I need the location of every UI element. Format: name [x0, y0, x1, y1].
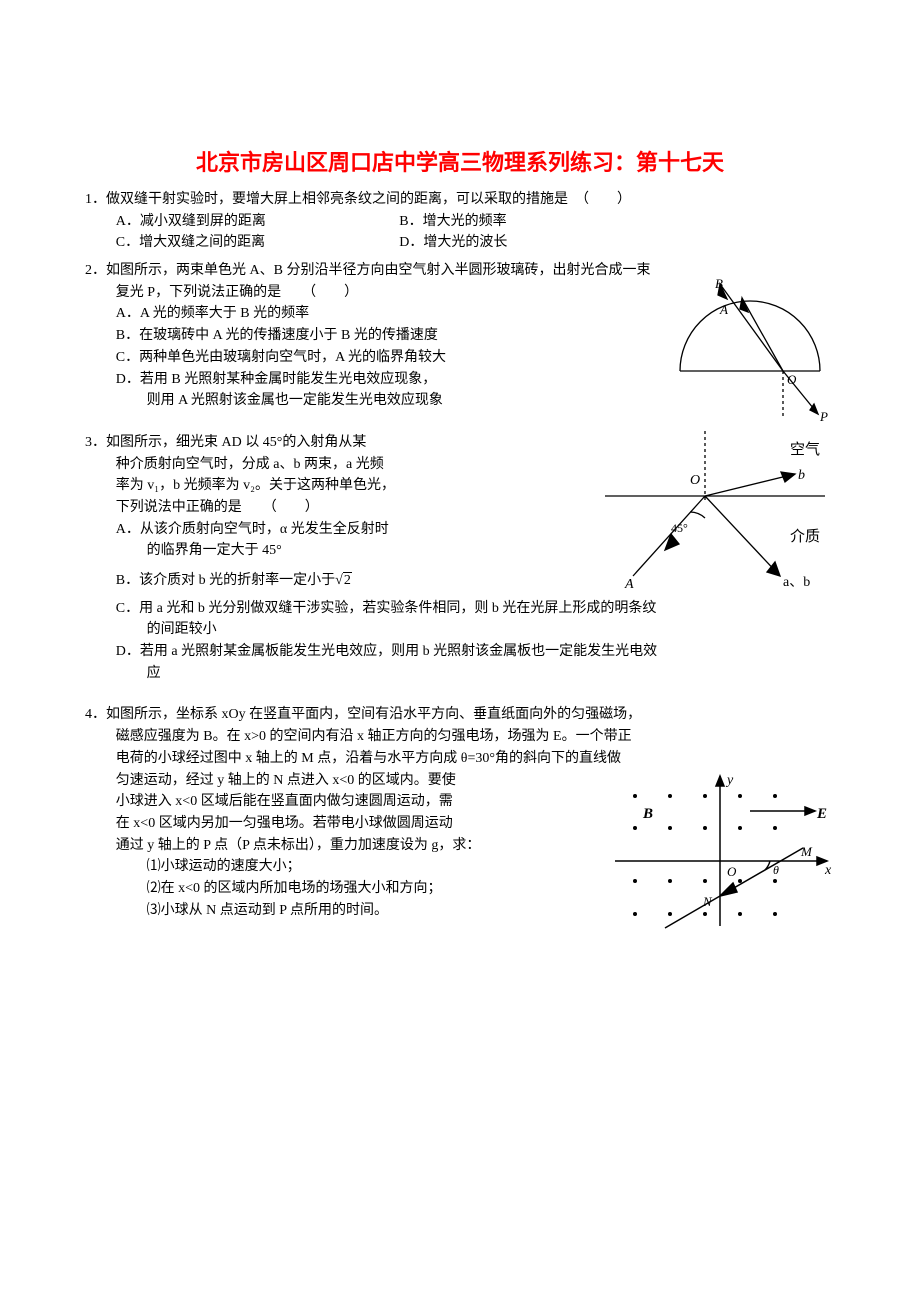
- q4-sub3-num: ⑶: [147, 903, 161, 918]
- q1-optA-text: 减小双缝到屏的距离: [140, 214, 266, 229]
- q3-optC-l1: 用 a 光和 b 光分别做双缝干涉实验，若实验条件相同，则 b 光在光屏上形成的…: [139, 601, 656, 616]
- q3-optB-sqrt: 2: [343, 572, 352, 588]
- q2-optA-text: A 光的频率大于 B 光的频率: [140, 306, 309, 321]
- question-4: y x B E M O N θ 4．如图所示，坐标系 xOy 在竖直平面内，空间…: [85, 704, 835, 921]
- q3-label-medium: 介质: [790, 528, 820, 545]
- q4-label-M: M: [800, 844, 813, 859]
- q2-optD-l1: 若用 B 光照射某种金属时能发生光电效应现象，: [140, 372, 436, 387]
- q3-optA-l1: 从该介质射向空气时，α 光发生全反射时: [140, 522, 389, 537]
- q4-stem-l2: 磁感应强度为 B。在 x>0 的空间内有沿 x 轴正方向的匀强电场，场强为 E。…: [85, 726, 835, 748]
- q1-optB-text: 增大光的频率: [423, 214, 507, 229]
- q3-label-O: O: [690, 473, 700, 488]
- q4-sub2-text: 在 x<0 的区域内所加电场的场强大小和方向；: [161, 881, 442, 896]
- q4-num: 4．: [85, 707, 106, 722]
- q4-sub1-num: ⑴: [147, 859, 161, 874]
- q2-stem-l1: 如图所示，两束单色光 A、B 分别沿半径方向由空气射入半圆形玻璃砖，出射光合成一…: [106, 263, 650, 278]
- q3-stem-l1: 如图所示，细光束 AD 以 45°的入射角从某: [106, 435, 366, 450]
- q4-label-y: y: [725, 773, 734, 788]
- q1-optB-label: B．: [399, 214, 422, 229]
- q3-optD-l1: 若用 a 光照射某金属板能发生光电效应，则用 b 光照射该金属板也一定能发生光电…: [140, 644, 657, 659]
- q1-num: 1．: [85, 192, 106, 207]
- q2-num: 2．: [85, 263, 106, 278]
- question-1: 1．做双缝干射实验时，要增大屏上相邻亮条纹之间的距离，可以采取的措施是 （ ） …: [85, 189, 835, 254]
- q4-label-E: E: [816, 806, 827, 822]
- q3-optA-label: A．: [116, 522, 140, 537]
- q3-optB-text: 该介质对 b 光的折射率一定小于: [139, 573, 335, 588]
- sqrt-icon: [335, 573, 343, 588]
- q1-optC-label: C．: [116, 235, 139, 250]
- q2-optD-label: D．: [116, 372, 140, 387]
- q3-label-air: 空气: [790, 441, 820, 458]
- question-3: 空气 介质 O b A a、b 45° 3．如图所示，细光束 AD 以 45°的…: [85, 432, 835, 685]
- q2-label-P: P: [819, 409, 828, 424]
- q3-label-A: A: [624, 577, 634, 591]
- q3-num: 3．: [85, 435, 106, 450]
- q3-optC-l2: 的间距较小: [85, 619, 835, 641]
- q4-sub1-text: 小球运动的速度大小；: [161, 859, 301, 874]
- q1-optD-label: D．: [399, 235, 423, 250]
- q3-label-ab: a、b: [783, 575, 810, 590]
- q2-optB-text: 在玻璃砖中 A 光的传播速度小于 B 光的传播速度: [139, 328, 438, 343]
- q3-optC-label: C．: [116, 601, 139, 616]
- q2-label-O: O: [787, 372, 797, 387]
- q4-figure: y x B E M O N θ: [605, 766, 835, 939]
- q1-optC-text: 增大双缝之间的距离: [139, 235, 265, 250]
- page-title: 北京市房山区周口店中学高三物理系列练习：第十七天: [85, 145, 835, 177]
- q4-label-x: x: [824, 863, 832, 878]
- q4-stem-l1: 如图所示，坐标系 xOy 在竖直平面内，空间有沿水平方向、垂直纸面向外的匀强磁场…: [106, 707, 641, 722]
- question-2: B A O P 2．如图所示，两束单色光 A、B 分别沿半径方向由空气射入半圆形…: [85, 260, 835, 412]
- q4-label-O: O: [727, 864, 737, 879]
- q4-sub3-text: 小球从 N 点运动到 P 点所用的时间。: [161, 903, 388, 918]
- q3-optD-l2: 应: [85, 663, 835, 685]
- q2-optB-label: B．: [116, 328, 139, 343]
- q3-figure: 空气 介质 O b A a、b 45°: [595, 426, 835, 599]
- q2-optC-text: 两种单色光由玻璃射向空气时，A 光的临界角较大: [139, 350, 446, 365]
- q2-optC-label: C．: [116, 350, 139, 365]
- q1-stem: 做双缝干射实验时，要增大屏上相邻亮条纹之间的距离，可以采取的措施是 （ ）: [106, 192, 631, 207]
- q4-sub2-num: ⑵: [147, 881, 161, 896]
- q3-optD-label: D．: [116, 644, 140, 659]
- q1-optD-text: 增大光的波长: [423, 235, 507, 250]
- q4-label-theta: θ: [773, 863, 779, 877]
- q4-label-N: N: [702, 894, 713, 909]
- q3-optB-label: B．: [116, 573, 139, 588]
- q4-label-B: B: [642, 806, 653, 822]
- q1-optA-label: A．: [116, 214, 140, 229]
- q2-optA-label: A．: [116, 306, 140, 321]
- q2-figure: B A O P: [660, 276, 835, 434]
- q2-label-B: B: [715, 276, 723, 291]
- q3-label-b: b: [798, 468, 805, 483]
- q2-label-A: A: [719, 302, 728, 317]
- q3-label-45: 45°: [671, 521, 688, 535]
